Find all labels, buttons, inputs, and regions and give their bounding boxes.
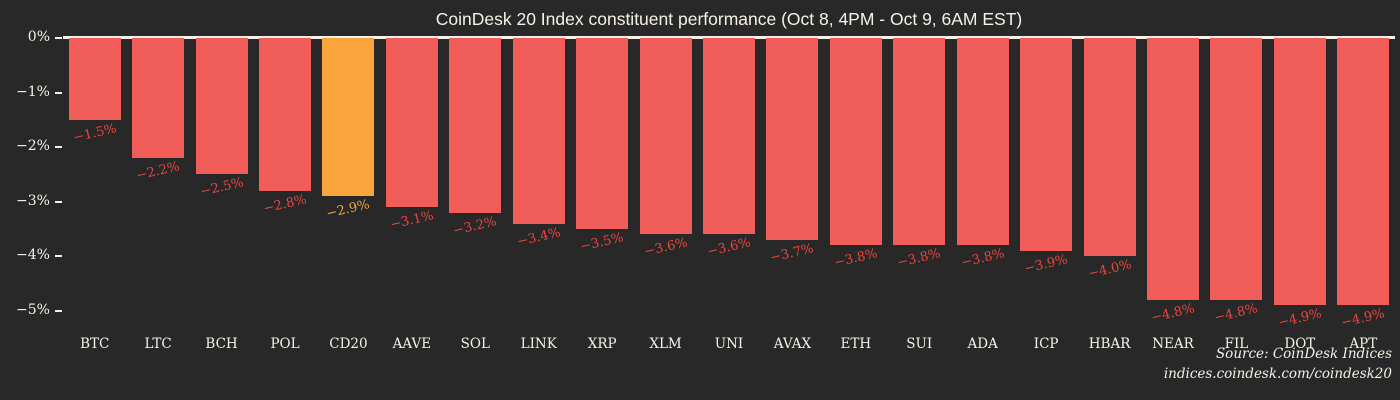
- category-label: SUI: [906, 336, 933, 352]
- bar: [195, 38, 248, 175]
- bar: [829, 38, 882, 246]
- category-label: UNI: [714, 336, 744, 352]
- category-label: DOT: [1284, 336, 1316, 352]
- bar: [956, 38, 1009, 246]
- y-tick-label: −3%: [16, 192, 50, 209]
- bar: [322, 38, 375, 197]
- y-tick-mark: [55, 91, 62, 94]
- source-credit: Source: CoinDesk Indices indices.coindes…: [1164, 344, 1392, 384]
- bar: [512, 38, 565, 224]
- category-label: FIL: [1224, 336, 1249, 352]
- y-tick-label: −5%: [16, 301, 50, 318]
- bar: [385, 38, 438, 208]
- bar: [893, 38, 946, 246]
- category-label: APT: [1349, 336, 1378, 352]
- category-label: AAVE: [392, 336, 432, 352]
- category-label: CD20: [329, 336, 368, 352]
- y-tick-mark: [55, 255, 62, 258]
- category-label: ADA: [967, 336, 998, 352]
- zero-baseline: [63, 36, 1395, 39]
- category-label: HBAR: [1088, 336, 1131, 352]
- category-label: XRP: [587, 336, 617, 352]
- category-label: LINK: [520, 336, 557, 352]
- source-line-1: Source: CoinDesk Indices: [1215, 346, 1392, 362]
- category-label: BTC: [80, 336, 110, 352]
- y-tick-label: −1%: [16, 83, 50, 100]
- y-tick-mark: [55, 37, 62, 39]
- bar: [1337, 38, 1390, 306]
- category-label: AVAX: [773, 336, 812, 352]
- source-line-2: indices.coindesk.com/coindesk20: [1163, 366, 1392, 382]
- category-label: SOL: [460, 336, 490, 352]
- y-tick-label: −4%: [16, 247, 50, 264]
- category-label: LTC: [144, 336, 172, 352]
- y-tick-label: −2%: [16, 138, 50, 155]
- y-tick-mark: [55, 200, 62, 203]
- category-label: NEAR: [1152, 336, 1194, 352]
- bar: [702, 38, 755, 235]
- bar: [1146, 38, 1199, 300]
- category-label: ICP: [1033, 336, 1059, 352]
- category-label: POL: [270, 336, 300, 352]
- bar: [258, 38, 311, 191]
- bar: [132, 38, 185, 159]
- y-tick-label: 0%: [27, 29, 50, 45]
- category-label: BCH: [205, 336, 238, 352]
- bar: [1210, 38, 1263, 300]
- y-tick-mark: [55, 146, 62, 149]
- bar: [639, 38, 692, 235]
- bar: [449, 38, 502, 213]
- chart-title: CoinDesk 20 Index constituent performanc…: [435, 9, 1023, 29]
- bar: [576, 38, 629, 230]
- category-label: ETH: [840, 336, 872, 352]
- y-tick-mark: [55, 309, 62, 312]
- category-label: XLM: [649, 336, 682, 352]
- bar: [1083, 38, 1136, 257]
- bar: [1020, 38, 1073, 251]
- bar: [766, 38, 819, 240]
- bar: [68, 38, 121, 120]
- bar: [1273, 38, 1326, 306]
